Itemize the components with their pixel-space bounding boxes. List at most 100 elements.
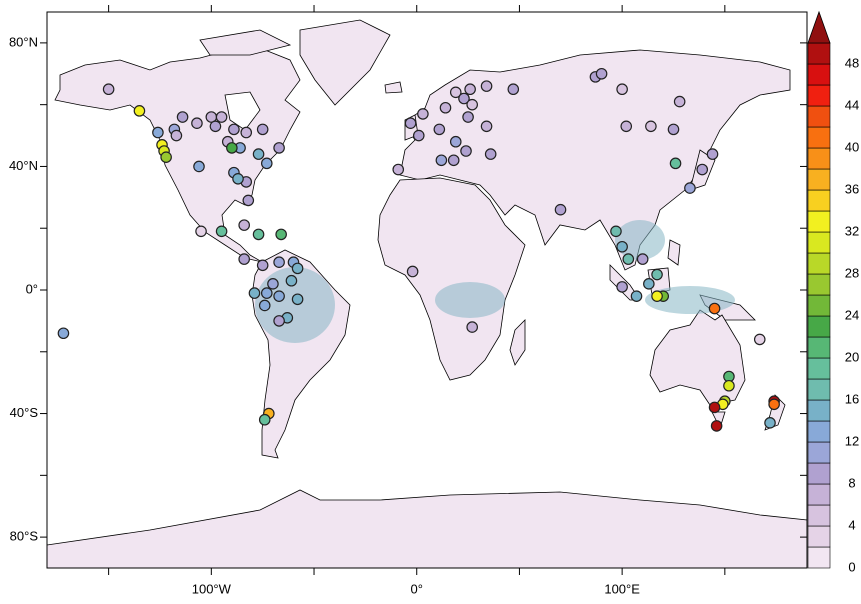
colorbar-box [807,168,831,191]
station [228,123,240,136]
station [616,281,628,293]
station [260,287,273,299]
colorbar-box [807,231,831,254]
station [462,111,474,123]
station [651,290,663,302]
y-tick-label: 40°S [10,405,39,420]
colorbar-label: 8 [848,475,855,490]
station [242,194,255,207]
station [595,67,608,80]
station [291,262,304,275]
colorbar-box [807,294,831,317]
colorbar-box [807,378,831,401]
colorbar-box [807,147,831,170]
colorbar-box [807,462,831,485]
station [484,148,497,160]
station [610,225,622,238]
station [273,315,285,327]
station [449,86,462,99]
station [480,120,493,133]
station [275,228,287,241]
station [460,145,472,157]
station [768,398,780,411]
station [273,256,285,268]
station [258,299,271,312]
congo-field [435,282,505,318]
station [480,80,493,92]
station [252,228,265,241]
station [404,117,417,129]
station [417,108,429,120]
station [433,123,446,136]
colorbar-box [807,63,831,86]
colorbar-overflow [807,10,831,44]
station [636,253,649,265]
station [260,157,273,170]
station [102,83,115,96]
colorbar-label: 4 [848,517,855,532]
greenland [299,19,391,106]
station [696,163,709,176]
station [176,111,189,123]
colorbar-box [807,441,831,464]
station [240,126,253,139]
station [667,123,680,136]
station [708,302,721,315]
station [57,327,70,340]
station [267,278,279,290]
station [238,219,250,231]
colorbar-box [807,420,831,443]
station [258,413,271,426]
station [464,83,476,96]
colorbar-box [807,252,831,275]
colorbar-box [807,399,831,422]
station [466,98,478,111]
station [466,321,478,333]
colorbar-label: 0 [848,559,855,574]
colorbar-box [807,105,831,128]
colorbar-box [807,273,831,296]
station [620,120,633,133]
colorbar-box [807,315,831,338]
station [412,129,425,142]
station [708,401,721,414]
colorbar-box [807,42,831,65]
se-asia-field [615,220,665,260]
station [616,83,628,96]
colorbar-label: 12 [845,433,859,448]
colorbar-label: 40 [845,139,859,154]
colorbar-box [807,546,831,569]
station [195,225,207,238]
station [651,268,663,281]
station [256,123,269,136]
station [215,225,228,238]
station [232,173,244,185]
colorbar-label: 20 [845,349,859,364]
colorbar-box [807,504,831,527]
madagascar [509,319,526,366]
station [152,126,164,139]
station [439,101,452,114]
y-tick-label: 40°N [9,158,38,173]
station [507,83,520,96]
colorbar-box [807,210,831,233]
colorbar-box [807,357,831,380]
station [449,135,462,148]
x-tick-label: 100°W [192,581,232,596]
colorbar-label: 24 [845,307,859,322]
station [643,278,655,290]
australia [649,309,746,406]
station [252,148,265,160]
colorbar-label: 48 [845,55,859,70]
station [291,293,304,306]
station [406,265,419,278]
station [170,129,183,142]
station [256,259,269,272]
station [706,148,719,160]
station [723,379,735,392]
africa [377,177,526,381]
station [673,95,686,108]
station [226,142,238,154]
